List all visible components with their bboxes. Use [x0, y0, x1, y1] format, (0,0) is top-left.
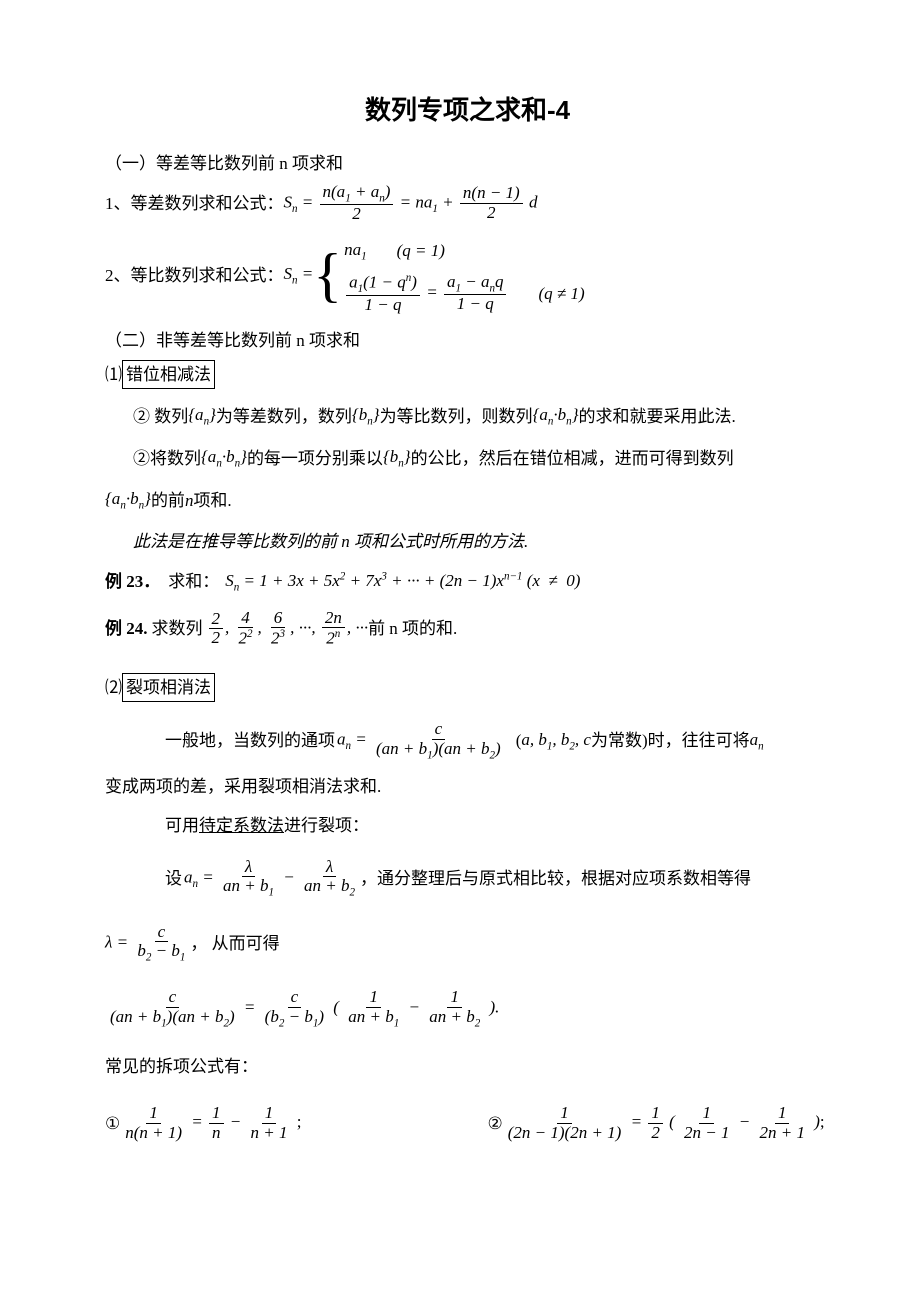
example-23: 例 23． 求和： Sn = 1 + 3x + 5x2 + 7x3 + ··· …: [105, 567, 830, 597]
item1-label: 1、等差数列求和公式：: [105, 190, 284, 217]
seq-anbn-2: {an·bn}: [201, 443, 247, 473]
item2-label: 2、等比数列求和公式：: [105, 262, 284, 289]
m2-l4b: ，通分整理后与原式相比较，根据对应项系数相等得: [360, 865, 751, 892]
m2-lambda-val: λ = cb2 − b1: [105, 923, 190, 964]
ex23-label: 例 23．: [105, 568, 160, 595]
m1-line2: ②将数列 {an·bn} 的每一项分别乘以 {bn} 的公比，然后在错位相减，进…: [133, 443, 830, 473]
m2-line4: 设 an = λan + b1 − λan + b2 ，通分整理后与原式相比较，…: [165, 858, 830, 899]
seq-bn-2: {bn}: [383, 443, 411, 473]
circ2: ②: [488, 1110, 503, 1137]
method-1: ⑴错位相减法: [105, 360, 830, 389]
m2-l1c: 时，往往可将: [648, 727, 750, 754]
ex23-expr: Sn = 1 + 3x + 5x2 + 7x3 + ··· + (2n − 1)…: [225, 567, 580, 597]
m2-line1: 一般地，当数列的通项 an = c(an + b1)(an + b2) (a, …: [165, 720, 830, 761]
m2-line3: 可用待定系数法进行裂项：: [165, 812, 830, 839]
m1-l3a: 的前: [151, 487, 185, 514]
section-2-head: （二）非等差等比数列前 n 项求和: [105, 327, 830, 354]
formula-geo-sum: 2、等比数列求和公式： Sn = { na1 (q = 1) a1(1 − qn…: [105, 236, 830, 315]
m2-an-frac: an = c(an + b1)(an + b2): [337, 720, 506, 761]
m2-lambda-def: an = λan + b1 − λan + b2: [184, 858, 360, 899]
seq-anbn: {an·bn}: [533, 401, 579, 431]
m1-l1a: ② 数列: [133, 403, 188, 430]
method2-name: 裂项相消法: [122, 673, 215, 702]
formula-2: ② 1(2n − 1)(2n + 1) = 12 ( 12n − 1 − 12n…: [488, 1104, 831, 1142]
formula-arith-sum: 1、等差数列求和公式： Sn = n(a1 + an)2 = na1 + n(n…: [105, 183, 830, 224]
arith-sum-expr: Sn = n(a1 + an)2 = na1 + n(n − 1)2 d: [284, 183, 538, 224]
common-formulas: ① 1n(n + 1) = 1n − 1n + 1 ; ② 1(2n − 1)(…: [105, 1098, 830, 1148]
seq-bn: {bn}: [352, 401, 380, 431]
m2-l4a: 设: [165, 865, 182, 892]
m2-consts: a, b1, b2, c: [521, 726, 591, 756]
m2-l1b: 为常数: [591, 727, 642, 754]
m1-l2c: 的公比，然后在错位相减，进而可得到数列: [411, 445, 734, 472]
m2-l3a: 可用: [165, 816, 199, 835]
formula-1-expr: 1n(n + 1) = 1n − 1n + 1 ;: [120, 1104, 301, 1142]
m2-l1a: 一般地，当数列的通项: [165, 727, 335, 754]
m2-line2: 变成两项的差，采用裂项相消法求和.: [105, 773, 830, 800]
section-1-head: （一）等差等比数列前 n 项求和: [105, 150, 830, 177]
m1-l3b: 项和.: [193, 487, 231, 514]
example-24: 例 24. 求数列 22, 422, 623, ···, 2n2n, ··· 前…: [105, 609, 830, 649]
m1-comment: 此法是在推导等比数列的前 n 项和公式时所用的方法.: [133, 528, 830, 555]
m1-l1b: 为等差数列，数列: [216, 403, 352, 430]
n-var: n: [185, 487, 194, 514]
m2-an-tail: an: [750, 726, 764, 756]
common-head: 常见的拆项公式有：: [105, 1053, 830, 1080]
seq-anbn-3: {an·bn}: [105, 485, 151, 515]
method2-num: ⑵: [105, 678, 122, 697]
m2-l5b: ， 从而可得: [190, 930, 279, 957]
m2-l3b: 进行裂项：: [284, 816, 369, 835]
m1-l2b: 的每一项分别乘以: [247, 445, 383, 472]
ex23-text: 求和：: [168, 568, 219, 595]
m1-l1d: 的求和就要采用此法.: [579, 403, 736, 430]
ex24-tail: 前 n 项的和.: [368, 615, 457, 642]
seq-an: {an}: [188, 401, 216, 431]
m2-line5: λ = cb2 − b1 ， 从而可得: [105, 923, 830, 964]
method1-num: ⑴: [105, 365, 122, 384]
document-page: 数列专项之求和-4 （一）等差等比数列前 n 项求和 1、等差数列求和公式： S…: [0, 0, 920, 1302]
m1-line3: {an·bn} 的前 n 项和.: [105, 485, 830, 515]
circ1: ①: [105, 1110, 120, 1137]
ex24-label: 例 24.: [105, 615, 148, 642]
formula-1: ① 1n(n + 1) = 1n − 1n + 1 ;: [105, 1104, 448, 1142]
geo-sum-expr: Sn = { na1 (q = 1) a1(1 − qn)1 − q = a1 …: [284, 236, 585, 315]
formula-2-expr: 1(2n − 1)(2n + 1) = 12 ( 12n − 1 − 12n +…: [503, 1104, 825, 1142]
m1-l1c: 为等比数列，则数列: [380, 403, 533, 430]
m2-line6: c(an + b1)(an + b2) = c(b2 − b1) ( 1an +…: [105, 988, 830, 1029]
ex24-text: 求数列: [152, 615, 203, 642]
m2-result: c(an + b1)(an + b2) = c(b2 − b1) ( 1an +…: [105, 988, 499, 1029]
ex24-seq: 22, 422, 623, ···, 2n2n, ···: [207, 609, 369, 649]
m1-line1: ② 数列 {an} 为等差数列，数列 {bn} 为等比数列，则数列 {an·bn…: [133, 401, 830, 431]
method-2: ⑵裂项相消法: [105, 673, 830, 702]
page-title: 数列专项之求和-4: [105, 90, 830, 132]
method1-name: 错位相减法: [122, 360, 215, 389]
m2-l3-underline: 待定系数法: [199, 816, 284, 835]
m1-l2a: ②将数列: [133, 445, 201, 472]
